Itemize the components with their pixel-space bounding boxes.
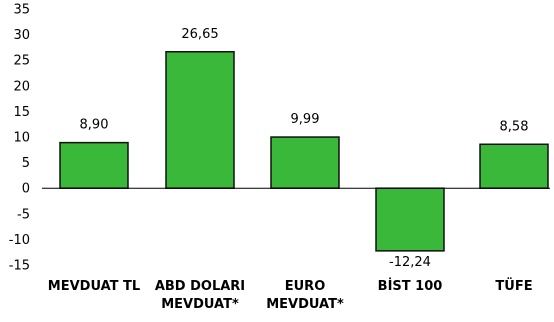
category-label: MEVDUAT TL bbox=[48, 279, 140, 294]
y-tick-label: -10 bbox=[9, 233, 30, 248]
data-label: 26,65 bbox=[181, 27, 218, 42]
y-tick-label: 30 bbox=[13, 28, 30, 43]
category-label: EURO bbox=[285, 279, 326, 294]
value-labels: 8,90 26,65 9,99 -12,24 8,58 bbox=[80, 27, 529, 270]
y-tick-label: 20 bbox=[13, 79, 30, 94]
bar bbox=[479, 143, 549, 189]
category-label: TÜFE bbox=[495, 278, 532, 294]
category-label: BİST 100 bbox=[378, 278, 443, 294]
y-tick-label: 35 bbox=[13, 3, 30, 18]
data-label: -12,24 bbox=[389, 255, 431, 270]
category-label: ABD DOLARI bbox=[155, 279, 245, 294]
y-tick-label: 10 bbox=[13, 131, 30, 146]
category-labels: MEVDUAT TL ABD DOLARI MEVDUAT* EURO MEVDUAT*… bbox=[48, 278, 533, 312]
bar bbox=[165, 51, 235, 189]
bars bbox=[59, 51, 549, 252]
y-tick-label: -15 bbox=[9, 259, 30, 274]
y-tick-label: 25 bbox=[13, 54, 30, 69]
y-axis: 35 30 25 20 15 10 5 0 -5 -10 -15 bbox=[9, 3, 30, 274]
y-tick-label: 0 bbox=[22, 182, 30, 197]
category-label: MEVDUAT* bbox=[161, 297, 239, 312]
y-tick-label: 15 bbox=[13, 105, 30, 120]
bar bbox=[59, 141, 129, 189]
bar bbox=[375, 187, 445, 252]
category-label: MEVDUAT* bbox=[266, 297, 344, 312]
y-tick-label: 5 bbox=[22, 156, 30, 171]
data-label: 8,90 bbox=[80, 118, 109, 133]
bar bbox=[270, 136, 340, 189]
data-label: 8,58 bbox=[500, 119, 529, 134]
data-label: 9,99 bbox=[291, 112, 320, 127]
y-tick-label: -5 bbox=[17, 207, 30, 222]
